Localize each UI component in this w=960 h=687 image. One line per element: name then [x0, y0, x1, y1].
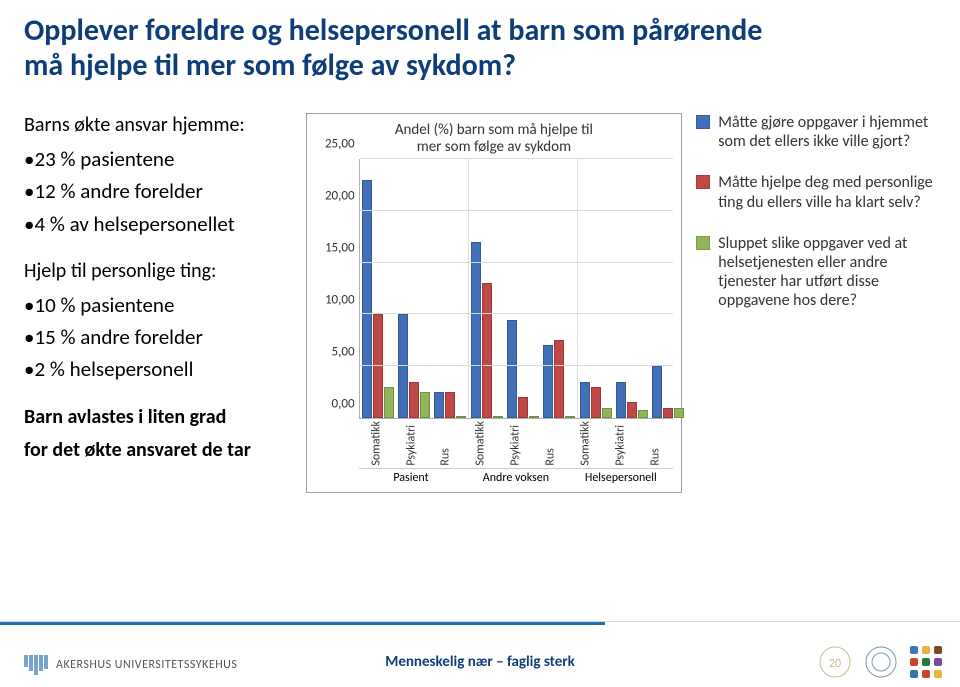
left-b3: •4 % av helsepersonellet	[24, 211, 292, 237]
chart-title-l2: mer som følge av sykdom	[417, 138, 571, 156]
bar	[409, 382, 419, 418]
page-title-line1: Opplever foreldre og helsepersonell at b…	[24, 12, 762, 49]
bar	[493, 416, 503, 418]
legend-swatch-icon	[696, 175, 710, 189]
bar	[602, 408, 612, 418]
y-tick-label: 25,00	[325, 137, 355, 152]
legend-item: Måtte gjøre oppgaver i hjemmet som det e…	[696, 113, 944, 151]
bar	[627, 402, 637, 418]
bar	[434, 392, 444, 418]
footer-left-text: AKERSHUS UNIVERSITETSSYKEHUS	[56, 658, 237, 672]
x-supergroup-label: Pasient	[359, 468, 464, 485]
left-h3b: for det økte ansvaret de tar	[24, 438, 292, 463]
y-tick-label: 0,00	[332, 397, 355, 412]
seal-icon-1: 20	[818, 645, 852, 679]
bar	[507, 320, 517, 418]
bar	[456, 416, 466, 418]
ahus-logo-icon	[24, 655, 48, 675]
x-category-label: Rus	[533, 419, 568, 468]
x-category-label: Psykiatri	[603, 419, 638, 468]
seal-icon-2	[864, 645, 898, 679]
bar	[674, 408, 684, 418]
legend-text: Sluppet slike oppgaver ved at helsetjene…	[718, 234, 944, 311]
ntnu-dots-icon	[910, 646, 942, 678]
left-h3a: Barn avlastes i liten grad	[24, 405, 292, 430]
svg-text:20: 20	[829, 657, 841, 671]
footer: AKERSHUS UNIVERSITETSSYKEHUS Menneskelig…	[0, 621, 960, 687]
left-h1: Barns økte ansvar hjemme:	[24, 113, 292, 138]
bar	[482, 283, 492, 418]
bar	[543, 345, 553, 418]
left-b1: •23 % pasientene	[24, 146, 292, 172]
footer-center-text: Menneskelig nær – faglig sterk	[385, 653, 575, 671]
bar	[591, 387, 601, 418]
legend-text: Måtte hjelpe deg med personlige ting du …	[718, 173, 944, 211]
bar	[445, 392, 455, 418]
x-category-label: Psykiatri	[394, 419, 429, 468]
x-category-label: Somatikk	[568, 419, 603, 468]
bar	[362, 180, 372, 418]
x-supergroup-label: Helsepersonell	[568, 468, 673, 485]
bar	[384, 387, 394, 418]
x-category-label: Psykiatri	[498, 419, 533, 468]
left-b5: •15 % andre forelder	[24, 324, 292, 350]
footer-logo-left: AKERSHUS UNIVERSITETSSYKEHUS	[24, 655, 237, 675]
left-b4: •10 % pasientene	[24, 292, 292, 318]
page-title-line2: må hjelpe til mer som følge av sykdom?	[24, 47, 516, 84]
bar	[652, 366, 662, 418]
x-category-label: Somatikk	[463, 419, 498, 468]
bar	[529, 416, 539, 418]
bar	[580, 382, 590, 418]
legend-item: Måtte hjelpe deg med personlige ting du …	[696, 173, 944, 211]
y-tick-label: 5,00	[332, 345, 355, 360]
chart-title-l1: Andel (%) barn som må hjelpe til	[395, 121, 593, 139]
bar	[518, 397, 528, 418]
y-tick-label: 10,00	[325, 293, 355, 308]
left-b6: •2 % helsepersonell	[24, 356, 292, 382]
left-h2: Hjelp til personlige ting:	[24, 259, 292, 284]
y-tick-label: 20,00	[325, 189, 355, 204]
bar	[398, 314, 408, 418]
legend-swatch-icon	[696, 236, 710, 250]
bar	[554, 340, 564, 418]
left-b2: •12 % andre forelder	[24, 178, 292, 204]
legend-text: Måtte gjøre oppgaver i hjemmet som det e…	[718, 113, 944, 151]
bar	[471, 242, 481, 418]
bar	[638, 410, 648, 418]
x-category-label: Rus	[428, 419, 463, 468]
bar	[420, 392, 430, 418]
left-bullets: Barns økte ansvar hjemme: •23 % pasiente…	[24, 113, 292, 493]
chart: Andel (%) barn som må hjelpe til mer som…	[306, 113, 683, 493]
y-tick-label: 15,00	[325, 241, 355, 256]
x-supergroup-label: Andre voksen	[463, 468, 568, 485]
legend-swatch-icon	[696, 115, 710, 129]
bar	[663, 408, 673, 418]
legend: Måtte gjøre oppgaver i hjemmet som det e…	[696, 113, 944, 493]
bar	[616, 382, 626, 418]
bar	[565, 416, 575, 418]
x-category-label: Rus	[638, 419, 673, 468]
bar	[373, 314, 383, 418]
x-category-label: Somatikk	[359, 419, 394, 468]
legend-item: Sluppet slike oppgaver ved at helsetjene…	[696, 234, 944, 311]
